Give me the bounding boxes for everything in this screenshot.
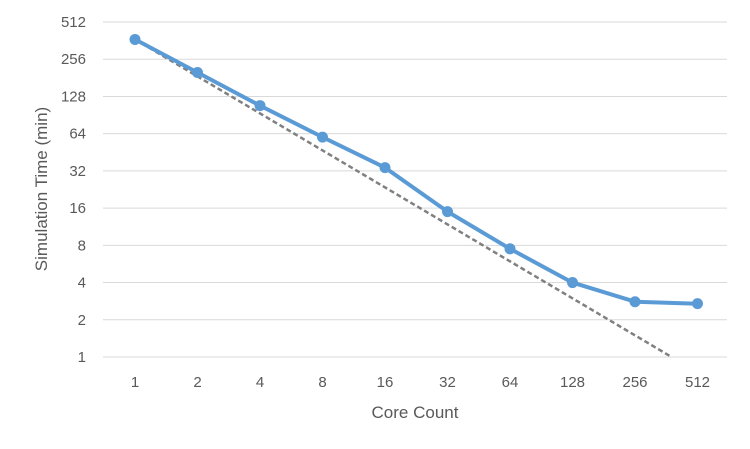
x-tick-label: 32 — [439, 374, 456, 391]
x-axis-title: Core Count — [372, 403, 459, 422]
reference-line — [134, 38, 673, 359]
y-axis-title: Simulation Time (min) — [32, 107, 51, 271]
y-tick-label: 8 — [78, 237, 86, 254]
x-tick-label: 64 — [502, 374, 519, 391]
x-tick-label: 2 — [193, 374, 201, 391]
series-line — [133, 37, 700, 306]
y-tick-label: 32 — [69, 163, 86, 180]
x-tick-labels: 1 2 4 8 16 32 64 128 256 512 — [131, 374, 710, 391]
y-tick-label: 512 — [61, 14, 86, 31]
y-tick-label: 4 — [78, 275, 86, 292]
y-tick-label: 2 — [78, 312, 86, 329]
data-point — [442, 206, 453, 218]
data-point — [692, 298, 703, 310]
series-markers — [129, 33, 703, 310]
y-tick-label: 256 — [61, 51, 86, 68]
x-tick-label: 256 — [622, 374, 647, 391]
data-point — [129, 33, 141, 45]
y-tick-label: 64 — [69, 126, 86, 143]
y-tick-label: 16 — [69, 200, 86, 217]
gridlines — [103, 21, 727, 358]
series-lines — [133, 37, 700, 359]
x-tick-label: 16 — [377, 374, 394, 391]
data-point — [567, 277, 578, 289]
data-point — [379, 162, 391, 174]
data-point — [629, 296, 641, 308]
x-tick-label: 4 — [256, 374, 264, 391]
y-tick-label: 128 — [61, 88, 86, 105]
data-point — [254, 100, 266, 112]
x-tick-label: 8 — [318, 374, 326, 391]
data-point — [192, 66, 203, 78]
x-tick-label: 1 — [131, 374, 139, 391]
y-tick-labels: 1 2 4 8 16 32 64 128 256 512 — [61, 14, 86, 366]
data-point — [317, 131, 328, 143]
x-tick-label: 512 — [685, 374, 710, 391]
x-tick-label: 128 — [560, 374, 585, 391]
data-point — [504, 243, 516, 255]
y-tick-label: 1 — [78, 349, 86, 366]
